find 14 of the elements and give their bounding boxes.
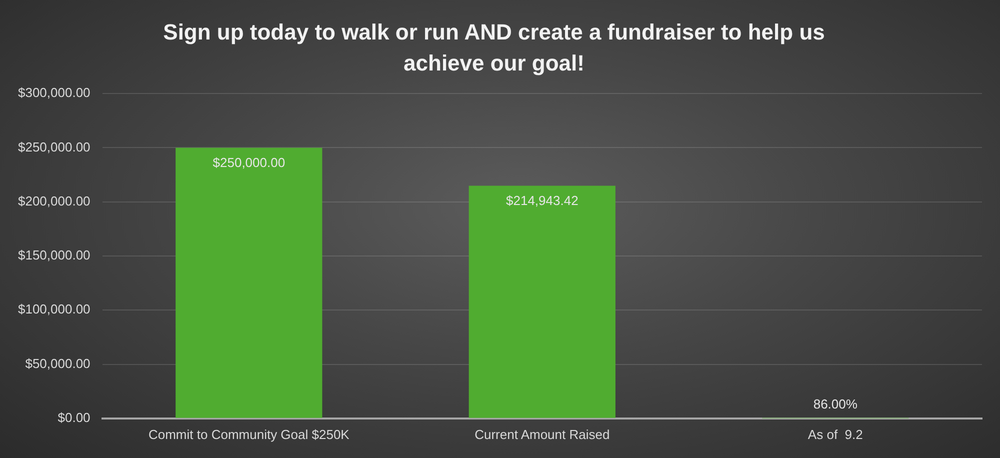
x-tick-label: Commit to Community Goal $250K — [148, 426, 350, 442]
y-tick-label: $0.00 — [58, 410, 90, 425]
y-tick-label: $250,000.00 — [18, 139, 90, 154]
y-tick-label: $150,000.00 — [18, 248, 90, 263]
y-tick-label: $50,000.00 — [25, 356, 90, 371]
y-tick-label: $300,000.00 — [18, 85, 90, 100]
data-label: $250,000.00 — [212, 154, 286, 170]
chart-title: Sign up today to walk or run AND create a fundraiser to help us achieve our goal! — [163, 19, 825, 76]
x-tick-label: As of 9.2 — [808, 426, 863, 442]
y-tick-label: $100,000.00 — [18, 302, 90, 317]
y-tick-label: $200,000.00 — [18, 193, 90, 208]
x-tick-label: Current Amount Raised — [474, 426, 610, 442]
data-label: $214,943.42 — [506, 192, 578, 208]
data-label: 86.00% — [813, 396, 858, 412]
